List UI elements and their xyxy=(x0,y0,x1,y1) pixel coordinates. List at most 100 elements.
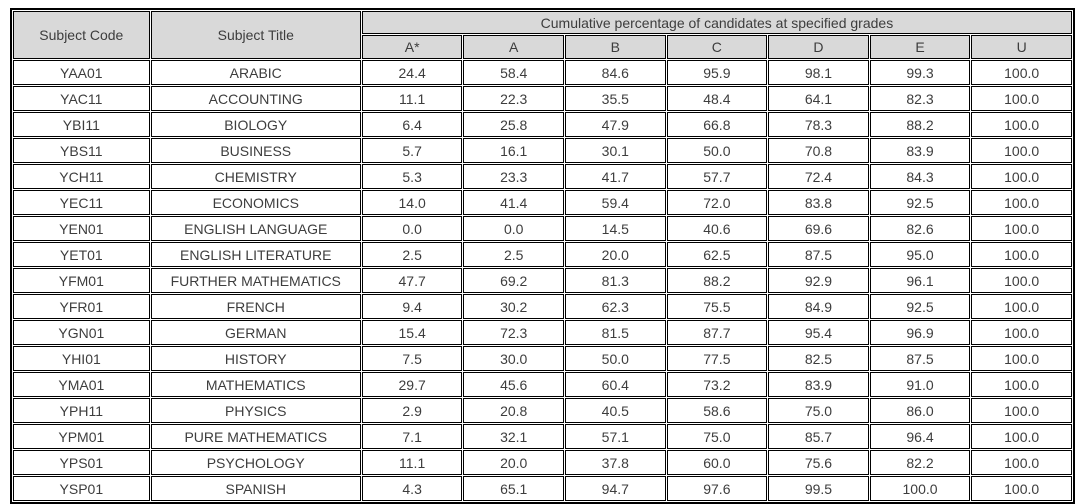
grade-value-cell: 25.8 xyxy=(463,112,564,137)
grade-value-cell: 11.1 xyxy=(361,450,463,475)
header-grades-group: Cumulative percentage of candidates at s… xyxy=(361,11,1072,34)
grade-value-cell: 58.4 xyxy=(463,60,564,85)
table-row: YCH11 CHEMISTRY 5.3 23.3 41.7 57.7 72.4 84.3 100… xyxy=(13,164,1072,189)
grade-value-cell: 100.0 xyxy=(971,398,1072,423)
subject-title-cell: ECONOMICS xyxy=(150,190,361,215)
subject-code-cell: YHI01 xyxy=(13,346,150,371)
grade-value-cell: 99.3 xyxy=(869,60,971,85)
grade-value-cell: 69.2 xyxy=(463,268,564,293)
grade-value-cell: 69.6 xyxy=(768,216,869,241)
header-group-row: Subject Code Subject Title Cumulative pe… xyxy=(13,11,1072,59)
table-row: YPM01 PURE MATHEMATICS 7.1 32.1 57.1 75.0 85.7… xyxy=(13,424,1072,449)
grade-value-cell: 50.0 xyxy=(565,346,666,371)
grade-value-cell: 24.4 xyxy=(361,60,463,85)
grade-value-cell: 2.9 xyxy=(361,398,463,423)
grade-value-cell: 100.0 xyxy=(971,60,1072,85)
grade-value-cell: 62.5 xyxy=(666,242,768,267)
table-row: YBS11 BUSINESS 5.7 16.1 30.1 50.0 70.8 83.9 100.… xyxy=(13,138,1072,163)
grade-value-cell: 47.9 xyxy=(565,112,666,137)
grade-value-cell: 2.5 xyxy=(361,242,463,267)
grade-value-cell: 98.1 xyxy=(768,60,869,85)
grade-value-cell: 95.9 xyxy=(666,60,768,85)
grade-value-cell: 100.0 xyxy=(971,190,1072,215)
subject-code-cell: YPH11 xyxy=(13,398,150,423)
grade-value-cell: 94.7 xyxy=(565,476,666,501)
grade-value-cell: 100.0 xyxy=(869,476,971,501)
grade-value-cell: 95.0 xyxy=(869,242,971,267)
subject-code-cell: YMA01 xyxy=(13,372,150,397)
grade-value-cell: 30.2 xyxy=(463,294,564,319)
grade-value-cell: 48.4 xyxy=(666,86,768,111)
subject-code-cell: YAA01 xyxy=(13,60,150,85)
subject-title-cell: PHYSICS xyxy=(150,398,361,423)
grade-value-cell: 88.2 xyxy=(869,112,971,137)
table-row: YGN01 GERMAN 15.4 72.3 81.5 87.7 95.4 96.9 100.0 xyxy=(13,320,1072,345)
grade-value-cell: 40.5 xyxy=(565,398,666,423)
grade-value-cell: 22.3 xyxy=(463,86,564,111)
grade-value-cell: 91.0 xyxy=(869,372,971,397)
grade-value-cell: 4.3 xyxy=(361,476,463,501)
cumulative-grades-table: Subject Code Subject Title Cumulative pe… xyxy=(10,8,1075,504)
grade-value-cell: 35.5 xyxy=(565,86,666,111)
grade-value-cell: 0.0 xyxy=(463,216,564,241)
grade-letters-row: A* A B C D E U xyxy=(13,35,1072,59)
grade-value-cell: 97.6 xyxy=(666,476,768,501)
table-row: YPS01 PSYCHOLOGY 11.1 20.0 37.8 60.0 75.6 82.2 1… xyxy=(13,450,1072,475)
table-row: YEC11 ECONOMICS 14.0 41.4 59.4 72.0 83.8 92.5 10… xyxy=(13,190,1072,215)
subject-code-cell: YSP01 xyxy=(13,476,150,501)
header-grade-a-star: A* xyxy=(361,35,463,59)
grade-value-cell: 70.8 xyxy=(768,138,869,163)
header-subject-title: Subject Title xyxy=(150,11,361,59)
subject-title-cell: FURTHER MATHEMATICS xyxy=(150,268,361,293)
grade-value-cell: 15.4 xyxy=(361,320,463,345)
subject-title-cell: MATHEMATICS xyxy=(150,372,361,397)
grade-value-cell: 64.1 xyxy=(768,86,869,111)
table-body: YAA01 ARABIC 24.4 58.4 84.6 95.9 98.1 99.3 100.0… xyxy=(13,60,1072,501)
grade-value-cell: 9.4 xyxy=(361,294,463,319)
subject-code-cell: YPM01 xyxy=(13,424,150,449)
grade-value-cell: 84.3 xyxy=(869,164,971,189)
subject-code-cell: YCH11 xyxy=(13,164,150,189)
grade-value-cell: 29.7 xyxy=(361,372,463,397)
subject-title-cell: BIOLOGY xyxy=(150,112,361,137)
table-row: YSP01 SPANISH 4.3 65.1 94.7 97.6 99.5 100.0 100.… xyxy=(13,476,1072,501)
grade-value-cell: 100.0 xyxy=(971,320,1072,345)
grade-value-cell: 47.7 xyxy=(361,268,463,293)
grade-value-cell: 81.5 xyxy=(565,320,666,345)
subject-code-cell: YEC11 xyxy=(13,190,150,215)
grade-value-cell: 41.4 xyxy=(463,190,564,215)
grade-value-cell: 87.5 xyxy=(768,242,869,267)
table-row: YFR01 FRENCH 9.4 30.2 62.3 75.5 84.9 92.5 100.0 xyxy=(13,294,1072,319)
grade-value-cell: 82.2 xyxy=(869,450,971,475)
grade-value-cell: 41.7 xyxy=(565,164,666,189)
header-grade-e: E xyxy=(869,35,971,59)
grade-value-cell: 59.4 xyxy=(565,190,666,215)
grade-value-cell: 100.0 xyxy=(971,268,1072,293)
subject-code-cell: YBS11 xyxy=(13,138,150,163)
grade-value-cell: 96.9 xyxy=(869,320,971,345)
grade-value-cell: 75.5 xyxy=(666,294,768,319)
grade-value-cell: 87.7 xyxy=(666,320,768,345)
table-row: YFM01 FURTHER MATHEMATICS 47.7 69.2 81.3 88.2… xyxy=(13,268,1072,293)
grade-value-cell: 30.1 xyxy=(565,138,666,163)
grade-value-cell: 82.6 xyxy=(869,216,971,241)
grade-value-cell: 100.0 xyxy=(971,164,1072,189)
grade-value-cell: 92.5 xyxy=(869,294,971,319)
table-row: YMA01 MATHEMATICS 29.7 45.6 60.4 73.2 83.9 91.0… xyxy=(13,372,1072,397)
grade-value-cell: 87.5 xyxy=(869,346,971,371)
grade-value-cell: 0.0 xyxy=(361,216,463,241)
grade-value-cell: 65.1 xyxy=(463,476,564,501)
grade-value-cell: 86.0 xyxy=(869,398,971,423)
table-row: YPH11 PHYSICS 2.9 20.8 40.5 58.6 75.0 86.0 100.0 xyxy=(13,398,1072,423)
subject-code-cell: YEN01 xyxy=(13,216,150,241)
grade-value-cell: 7.1 xyxy=(361,424,463,449)
grade-value-cell: 82.5 xyxy=(768,346,869,371)
grade-value-cell: 50.0 xyxy=(666,138,768,163)
grade-value-cell: 100.0 xyxy=(971,216,1072,241)
table-row: YAA01 ARABIC 24.4 58.4 84.6 95.9 98.1 99.3 100.0 xyxy=(13,60,1072,85)
subject-code-cell: YFR01 xyxy=(13,294,150,319)
grade-value-cell: 100.0 xyxy=(971,112,1072,137)
grade-value-cell: 96.1 xyxy=(869,268,971,293)
subject-title-cell: FRENCH xyxy=(150,294,361,319)
grade-value-cell: 83.9 xyxy=(869,138,971,163)
